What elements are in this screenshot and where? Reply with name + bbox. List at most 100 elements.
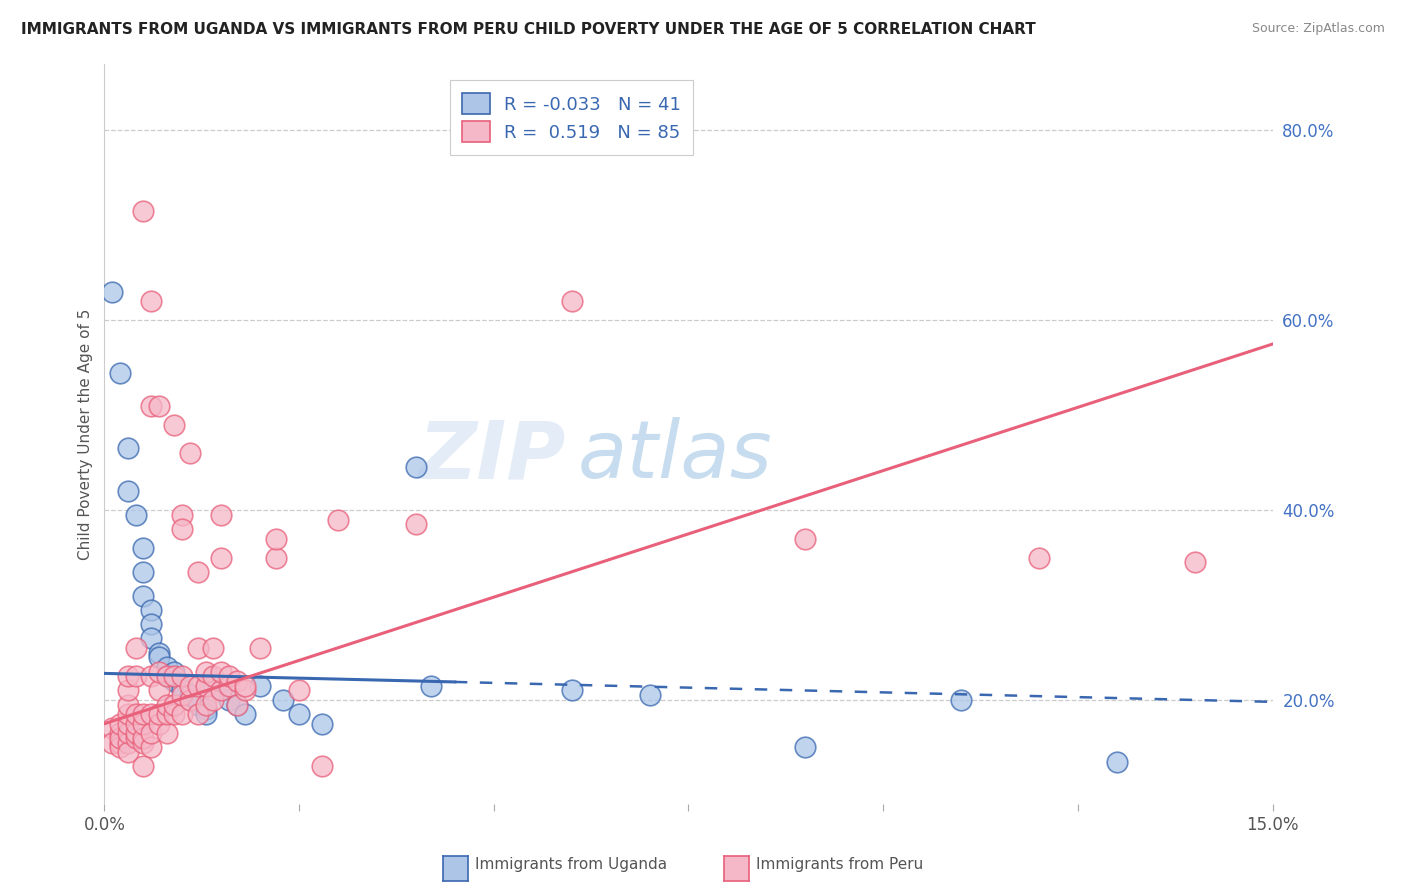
Point [187, 707, 209, 722]
Point [187, 698, 209, 712]
Point [187, 640, 209, 655]
Point [117, 745, 139, 759]
Text: IMMIGRANTS FROM UGANDA VS IMMIGRANTS FROM PERU CHILD POVERTY UNDER THE AGE OF 5 : IMMIGRANTS FROM UGANDA VS IMMIGRANTS FRO… [21, 22, 1036, 37]
Point [117, 442, 139, 456]
Point [108, 740, 131, 755]
Point [139, 399, 162, 413]
Point [1184, 555, 1206, 569]
Point [194, 679, 217, 693]
Point [326, 513, 349, 527]
Point [420, 679, 443, 693]
Point [148, 399, 170, 413]
Point [124, 726, 146, 740]
Point [225, 673, 247, 688]
Point [117, 698, 139, 712]
Point [1028, 550, 1050, 565]
Point [117, 683, 139, 698]
Text: Immigrants from Uganda: Immigrants from Uganda [475, 857, 668, 872]
Point [139, 632, 162, 646]
Point [187, 679, 209, 693]
Point [179, 679, 201, 693]
Point [218, 669, 240, 683]
Point [163, 669, 186, 683]
Point [124, 508, 146, 522]
Point [132, 541, 155, 555]
Point [139, 669, 162, 683]
Point [101, 722, 124, 736]
Point [249, 640, 271, 655]
Point [139, 740, 162, 755]
Text: Immigrants from Peru: Immigrants from Peru [756, 857, 924, 872]
Point [163, 698, 186, 712]
Point [194, 702, 217, 716]
Point [172, 508, 194, 522]
Point [311, 716, 333, 731]
Point [209, 550, 232, 565]
Point [124, 640, 146, 655]
Point [288, 683, 311, 698]
Point [101, 736, 124, 750]
Point [202, 679, 225, 693]
Text: Source: ZipAtlas.com: Source: ZipAtlas.com [1251, 22, 1385, 36]
Point [172, 679, 194, 693]
Point [132, 589, 155, 603]
Point [233, 683, 256, 698]
Point [148, 650, 170, 665]
Point [179, 446, 201, 460]
Point [179, 688, 201, 702]
Point [108, 736, 131, 750]
Point [794, 532, 817, 546]
Point [794, 740, 817, 755]
Point [156, 698, 179, 712]
Point [172, 688, 194, 702]
Point [233, 679, 256, 693]
Point [132, 731, 155, 745]
Y-axis label: Child Poverty Under the Age of 5: Child Poverty Under the Age of 5 [79, 309, 93, 560]
Point [179, 693, 201, 707]
Legend: R = -0.033   N = 41, R =  0.519   N = 85: R = -0.033 N = 41, R = 0.519 N = 85 [450, 80, 693, 154]
Point [225, 698, 247, 712]
Point [209, 683, 232, 698]
Text: atlas: atlas [578, 417, 772, 495]
Point [163, 665, 186, 679]
Point [218, 693, 240, 707]
Point [117, 736, 139, 750]
Point [139, 726, 162, 740]
Point [156, 669, 179, 683]
Point [108, 716, 131, 731]
Point [148, 665, 170, 679]
Point [156, 707, 179, 722]
Point [273, 693, 295, 707]
Point [139, 603, 162, 617]
Point [139, 294, 162, 309]
Point [187, 565, 209, 579]
Point [132, 565, 155, 579]
Point [117, 484, 139, 499]
Point [218, 679, 240, 693]
Point [108, 731, 131, 745]
Point [132, 759, 155, 773]
Point [405, 460, 427, 475]
Point [124, 669, 146, 683]
Point [132, 716, 155, 731]
Point [172, 669, 194, 683]
Point [209, 508, 232, 522]
Point [148, 716, 170, 731]
Point [202, 640, 225, 655]
Point [249, 679, 271, 693]
Point [288, 707, 311, 722]
Point [202, 669, 225, 683]
Point [124, 707, 146, 722]
Point [132, 736, 155, 750]
Point [194, 707, 217, 722]
Point [950, 693, 973, 707]
Point [117, 707, 139, 722]
Point [163, 707, 186, 722]
Point [148, 683, 170, 698]
Point [108, 366, 131, 380]
Point [638, 688, 661, 702]
Point [124, 716, 146, 731]
Point [194, 665, 217, 679]
Point [117, 726, 139, 740]
Point [156, 726, 179, 740]
